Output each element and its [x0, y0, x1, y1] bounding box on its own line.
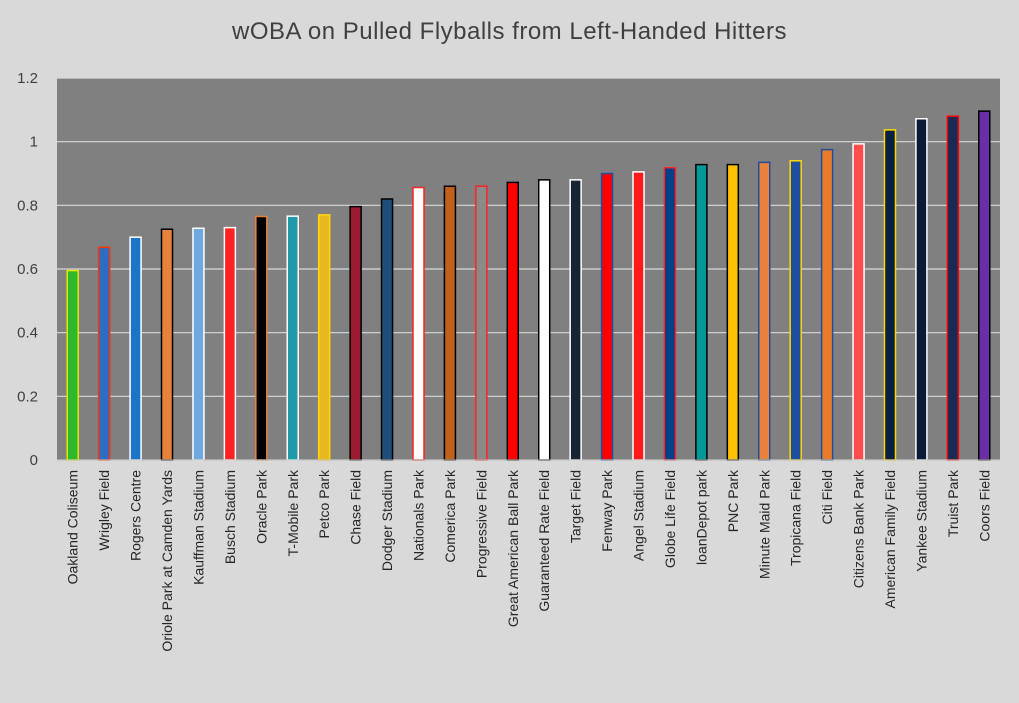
bar-globe-life-field: [663, 167, 677, 461]
x-tick-label: Chase Field: [348, 470, 364, 545]
x-tick-label: T-Mobile Park: [285, 469, 301, 556]
bar-oriole-park-at-camden-yards: [160, 228, 174, 461]
bar-coors-field: [978, 110, 991, 461]
x-tick-label: Comerica Park: [442, 469, 458, 563]
bar-chase-field: [349, 205, 362, 461]
bar-loandepot-park: [695, 163, 708, 461]
x-tick-label: Busch Stadium: [222, 470, 238, 564]
bar-minute-maid-park: [758, 161, 771, 461]
x-tick-label: Nationals Park: [410, 469, 426, 561]
y-tick-label: 1: [30, 134, 38, 151]
y-tick-label: 0.6: [17, 261, 38, 278]
x-tick-label: Oracle Park: [253, 469, 269, 544]
bar-fenway-park: [600, 172, 614, 461]
x-tick-label: Wrigley Field: [96, 470, 112, 551]
bar-petco-park: [317, 214, 331, 461]
bar-angel-stadium: [632, 171, 645, 461]
bar-kauffman-stadium: [192, 227, 205, 461]
x-tick-label: Oakland Coliseum: [65, 470, 81, 584]
x-tick-label: loanDepot park: [693, 469, 709, 565]
x-axis: Oakland Coliseum Wrigley Field Rogers Cent…: [57, 459, 1000, 652]
x-tick-label: Great American Ball Park: [505, 469, 521, 627]
x-tick-label: Oriole Park at Camden Yards: [159, 470, 175, 652]
x-tick-label: Petco Park: [316, 469, 332, 538]
x-tick-label: Progressive Field: [473, 470, 489, 578]
bar-target-field: [569, 179, 582, 461]
bar-comerica-park: [443, 185, 457, 461]
bar-citizens-bank-park: [852, 143, 865, 461]
bar-pnc-park: [726, 163, 740, 461]
y-tick-label: 0.2: [17, 388, 38, 405]
bar-great-american-ball-park: [506, 181, 520, 461]
x-tick-label: Citi Field: [819, 470, 835, 524]
bar-american-family-field: [883, 129, 897, 461]
x-tick-label: Tropicana Field: [788, 470, 804, 566]
chart-title: wOBA on Pulled Flyballs from Left-Handed…: [232, 18, 787, 45]
x-tick-label: Dodger Stadium: [379, 470, 395, 571]
y-tick-label: 0: [30, 452, 38, 469]
bar-nationals-park: [412, 186, 425, 461]
x-tick-label: Coors Field: [976, 470, 992, 542]
y-tick-label: 0.8: [17, 197, 38, 214]
y-tick-label: 0.4: [17, 325, 38, 342]
x-tick-label: Yankee Stadium: [913, 470, 929, 572]
x-tick-label: Guaranteed Rate Field: [536, 470, 552, 612]
bar-busch-stadium: [223, 226, 237, 461]
bar-rogers-centre: [129, 236, 142, 461]
bar-citi-field: [820, 148, 834, 461]
x-tick-label: Truist Park: [945, 469, 961, 537]
bar-t-mobile-park: [286, 215, 299, 461]
x-tick-label: Citizens Bank Park: [851, 469, 867, 588]
bar-yankee-stadium: [915, 117, 928, 461]
bar-progressive-field: [475, 185, 488, 461]
bar-dodger-stadium: [380, 198, 394, 461]
x-tick-label: Globe Life Field: [662, 470, 678, 568]
x-tick-label: PNC Park: [725, 469, 741, 532]
bar-wrigley-field: [97, 246, 111, 461]
x-tick-label: Fenway Park: [599, 469, 615, 552]
x-tick-label: Rogers Centre: [128, 470, 144, 561]
x-tick-label: Kauffman Stadium: [190, 470, 206, 585]
x-tick-label: American Family Field: [882, 470, 898, 608]
bar-tropicana-field: [789, 160, 802, 461]
x-tick-label: Target Field: [568, 470, 584, 543]
x-tick-label: Angel Stadium: [631, 470, 647, 561]
x-tick-label: Minute Maid Park: [756, 469, 772, 579]
bar-truist-park: [946, 115, 960, 461]
y-tick-label: 1.2: [17, 70, 38, 87]
bar-guaranteed-rate-field: [537, 179, 551, 461]
bar-oakland-coliseum: [66, 269, 79, 461]
y-axis: 0 0.2 0.4 0.6 0.8 1 1.2: [17, 70, 38, 469]
bar-oracle-park: [255, 215, 268, 461]
